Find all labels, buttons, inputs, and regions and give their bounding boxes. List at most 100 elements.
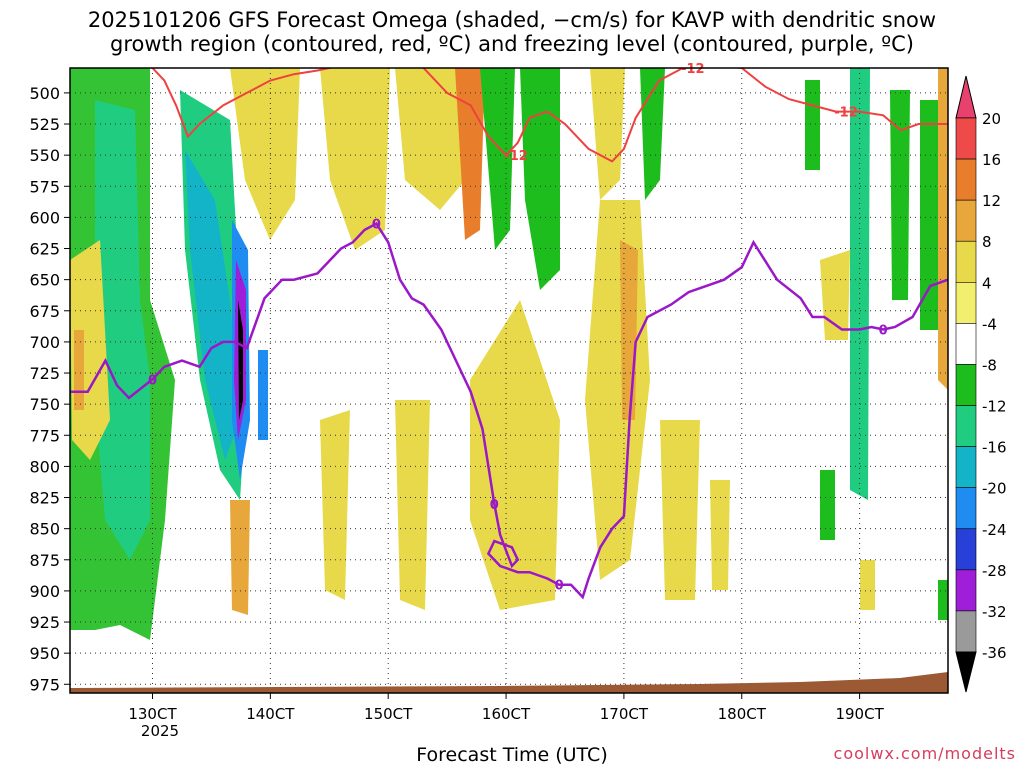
omega-yellow-mid-6 xyxy=(710,480,730,590)
omega-yellow-mid-3 xyxy=(470,300,560,610)
chart-title-line1: 2025101206 GFS Forecast Omega (shaded, −… xyxy=(87,8,937,32)
omega-green-right-5 xyxy=(938,580,948,620)
x-tick-label: 170CT xyxy=(600,705,649,723)
colorbar-label: -16 xyxy=(982,439,1007,457)
y-tick-label: 550 xyxy=(29,146,60,165)
colorbar-label: -24 xyxy=(982,521,1007,539)
freezing-level-label: 0 xyxy=(555,579,564,594)
y-tick-label: 925 xyxy=(29,613,60,632)
colorbar-label: 4 xyxy=(982,274,992,292)
omega-orange-top xyxy=(455,68,485,240)
omega-teal-region-left xyxy=(95,100,150,560)
colorbar-label: -28 xyxy=(982,562,1007,580)
y-tick-label: 725 xyxy=(29,364,60,383)
omega-orange-mid xyxy=(620,240,638,420)
plot-frame xyxy=(69,67,949,694)
x-axis: 130CT 140CT 150CT 160CT 170CT 180CT 190CT xyxy=(128,693,885,723)
colorbar-segment xyxy=(955,405,977,447)
y-tick-label: 675 xyxy=(29,302,60,321)
y-tick-label: 625 xyxy=(29,240,60,259)
x-tick-label: 130CT xyxy=(128,705,177,723)
colorbar-segment xyxy=(955,240,977,283)
omega-yellow-right-2 xyxy=(860,560,875,610)
freezing-level-label: 0 xyxy=(490,498,499,513)
colorbar-label: -20 xyxy=(982,480,1007,498)
y-tick-label: 900 xyxy=(29,582,60,601)
colorbar-segment xyxy=(955,323,977,365)
y-tick-label: 775 xyxy=(29,426,60,445)
grid-lines xyxy=(70,68,948,693)
y-axis: 500 525 550 575 600 625 650 675 700 725 750 775 800 8… xyxy=(29,84,70,694)
x-tick-label: 150CT xyxy=(364,705,413,723)
colorbar-segment xyxy=(955,199,977,242)
omega-green-right-1 xyxy=(805,80,820,170)
colorbar-label: 20 xyxy=(982,110,1001,128)
omega-yellow-mid-2 xyxy=(395,400,430,610)
omega-yellow-top-1 xyxy=(230,68,300,240)
colorbar-label: -36 xyxy=(982,644,1007,662)
colorbar-segment xyxy=(955,610,977,653)
y-tick-label: 850 xyxy=(29,520,60,539)
credit-text: coolwx.com/modelts xyxy=(833,744,1016,763)
omega-blue-strip xyxy=(258,350,268,440)
omega-cyan-region xyxy=(185,150,240,460)
y-tick-label: 800 xyxy=(29,457,60,476)
x-axis-title: Forecast Time (UTC) xyxy=(416,744,608,766)
omega-yellow-top-4 xyxy=(590,68,625,200)
y-tick-label: 975 xyxy=(29,675,60,694)
colorbar-segment xyxy=(955,282,977,324)
colorbar-segment xyxy=(955,528,977,571)
freezing-level-label: 0 xyxy=(148,373,157,388)
omega-yellow-top-3 xyxy=(395,68,470,210)
y-tick-label: 750 xyxy=(29,395,60,414)
omega-yellow-top-2 xyxy=(320,68,390,250)
omega-green-top-2 xyxy=(520,68,560,290)
terrain-ground xyxy=(70,672,948,693)
colorbar-segment xyxy=(955,364,977,406)
omega-yellow-right-1 xyxy=(820,250,850,340)
omega-yellow-mid-1 xyxy=(320,410,350,600)
colorbar-segment xyxy=(955,117,977,160)
freezing-level-label: 0 xyxy=(879,323,888,338)
colorbar-label: -8 xyxy=(982,356,997,374)
omega-black-core xyxy=(238,300,243,420)
y-tick-label: 525 xyxy=(29,115,60,134)
y-tick-label: 875 xyxy=(29,551,60,570)
colorbar-bottom-triangle xyxy=(955,651,977,693)
colorbar-label: -12 xyxy=(982,398,1007,416)
freezing-level-contour xyxy=(70,221,948,600)
freezing-level-label: 0 xyxy=(372,218,381,233)
omega-orange-left xyxy=(74,330,84,410)
contour-labels: 0 0 0 0 0 -12 -12 -12 xyxy=(148,62,888,594)
colorbar-top-triangle xyxy=(955,75,977,119)
omega-green-right-2 xyxy=(890,90,910,300)
x-tick-label: 180CT xyxy=(718,705,767,723)
omega-yellow-mid-5 xyxy=(660,420,700,600)
colorbar-segment xyxy=(955,158,977,201)
y-tick-label: 650 xyxy=(29,271,60,290)
y-tick-label: 825 xyxy=(29,489,60,508)
colorbar-segment xyxy=(955,569,977,612)
colorbar-segment xyxy=(955,446,977,488)
omega-orange-low-1 xyxy=(230,500,250,615)
colorbar-segment xyxy=(955,487,977,530)
dgz-label: -12 xyxy=(504,149,528,164)
y-tick-label: 600 xyxy=(29,208,60,227)
x-tick-label: 160CT xyxy=(482,705,531,723)
colorbar: 20 16 12 8 4 -4 -8 -12 -16 -20 -24 -28 -32 -36 xyxy=(955,75,1007,693)
colorbar-label: 8 xyxy=(982,233,992,251)
x-axis-year: 2025 xyxy=(141,722,179,740)
omega-orange-right xyxy=(938,68,948,390)
dgz-minus12-contour xyxy=(148,68,948,163)
colorbar-label: -32 xyxy=(982,603,1007,621)
omega-shading xyxy=(70,68,948,640)
y-tick-label: 950 xyxy=(29,644,60,663)
x-tick-label: 140CT xyxy=(246,705,295,723)
y-tick-label: 575 xyxy=(29,177,60,196)
colorbar-label: 12 xyxy=(982,192,1001,210)
omega-green-right-3 xyxy=(920,100,940,330)
y-tick-label: 700 xyxy=(29,333,60,352)
x-tick-label: 190CT xyxy=(835,705,884,723)
omega-green-right-4 xyxy=(820,470,835,540)
